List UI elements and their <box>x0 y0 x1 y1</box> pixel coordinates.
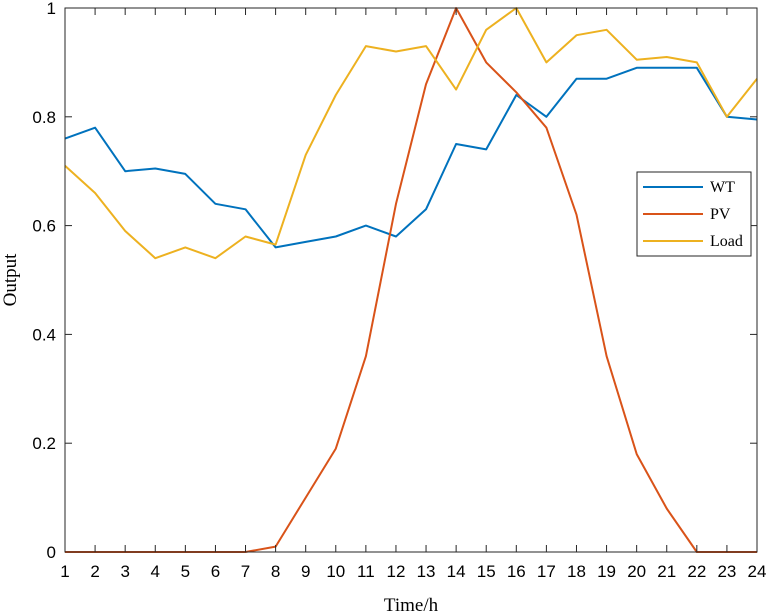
y-tick-label: 0.4 <box>32 325 56 344</box>
y-tick-label: 0 <box>47 543 56 562</box>
x-tick-label: 15 <box>477 562 496 581</box>
x-tick-label: 24 <box>748 562 767 581</box>
x-tick-label: 8 <box>271 562 280 581</box>
y-tick-label: 0.6 <box>32 217 56 236</box>
x-tick-label: 19 <box>597 562 616 581</box>
x-tick-label: 11 <box>357 562 375 581</box>
y-tick-label: 0.8 <box>32 108 56 127</box>
legend-label-wt: WT <box>710 179 735 196</box>
x-tick-label: 3 <box>120 562 129 581</box>
x-tick-label: 5 <box>181 562 190 581</box>
x-tick-label: 16 <box>507 562 526 581</box>
x-tick-label: 14 <box>447 562 466 581</box>
y-tick-label: 1 <box>47 0 56 18</box>
legend: WT PV Load <box>636 171 752 257</box>
x-tick-label: 10 <box>326 562 345 581</box>
x-tick-label: 13 <box>417 562 436 581</box>
legend-label-pv: PV <box>710 206 731 223</box>
plot-area <box>65 8 757 552</box>
y-tick-label: 0.2 <box>32 434 56 453</box>
series-line-load <box>64 7 758 260</box>
x-tick-label: 6 <box>211 562 220 581</box>
series-line-wt <box>64 66 758 249</box>
x-tick-label: 18 <box>567 562 586 581</box>
x-axis-label: Time/h <box>384 595 439 615</box>
x-tick-label: 22 <box>687 562 706 581</box>
x-tick-label: 4 <box>151 562 160 581</box>
x-tick-label: 1 <box>60 562 69 581</box>
x-tick-label: 21 <box>657 562 676 581</box>
x-tick-label: 12 <box>386 562 405 581</box>
x-tick-label: 2 <box>90 562 99 581</box>
x-tick-label: 7 <box>241 562 250 581</box>
legend-label-load: Load <box>710 233 743 250</box>
x-tick-label: 23 <box>717 562 736 581</box>
y-axis-label: Output <box>0 253 21 307</box>
x-tick-label: 9 <box>301 562 310 581</box>
plot-frame <box>64 7 758 553</box>
ticks-layer: 1 2 3 4 5 6 7 8 9 10 11 12 13 14 15 16 17 18 19 20 21 22 23 240… <box>32 0 766 581</box>
x-tick-label: 17 <box>537 562 556 581</box>
x-tick-label: 20 <box>627 562 646 581</box>
